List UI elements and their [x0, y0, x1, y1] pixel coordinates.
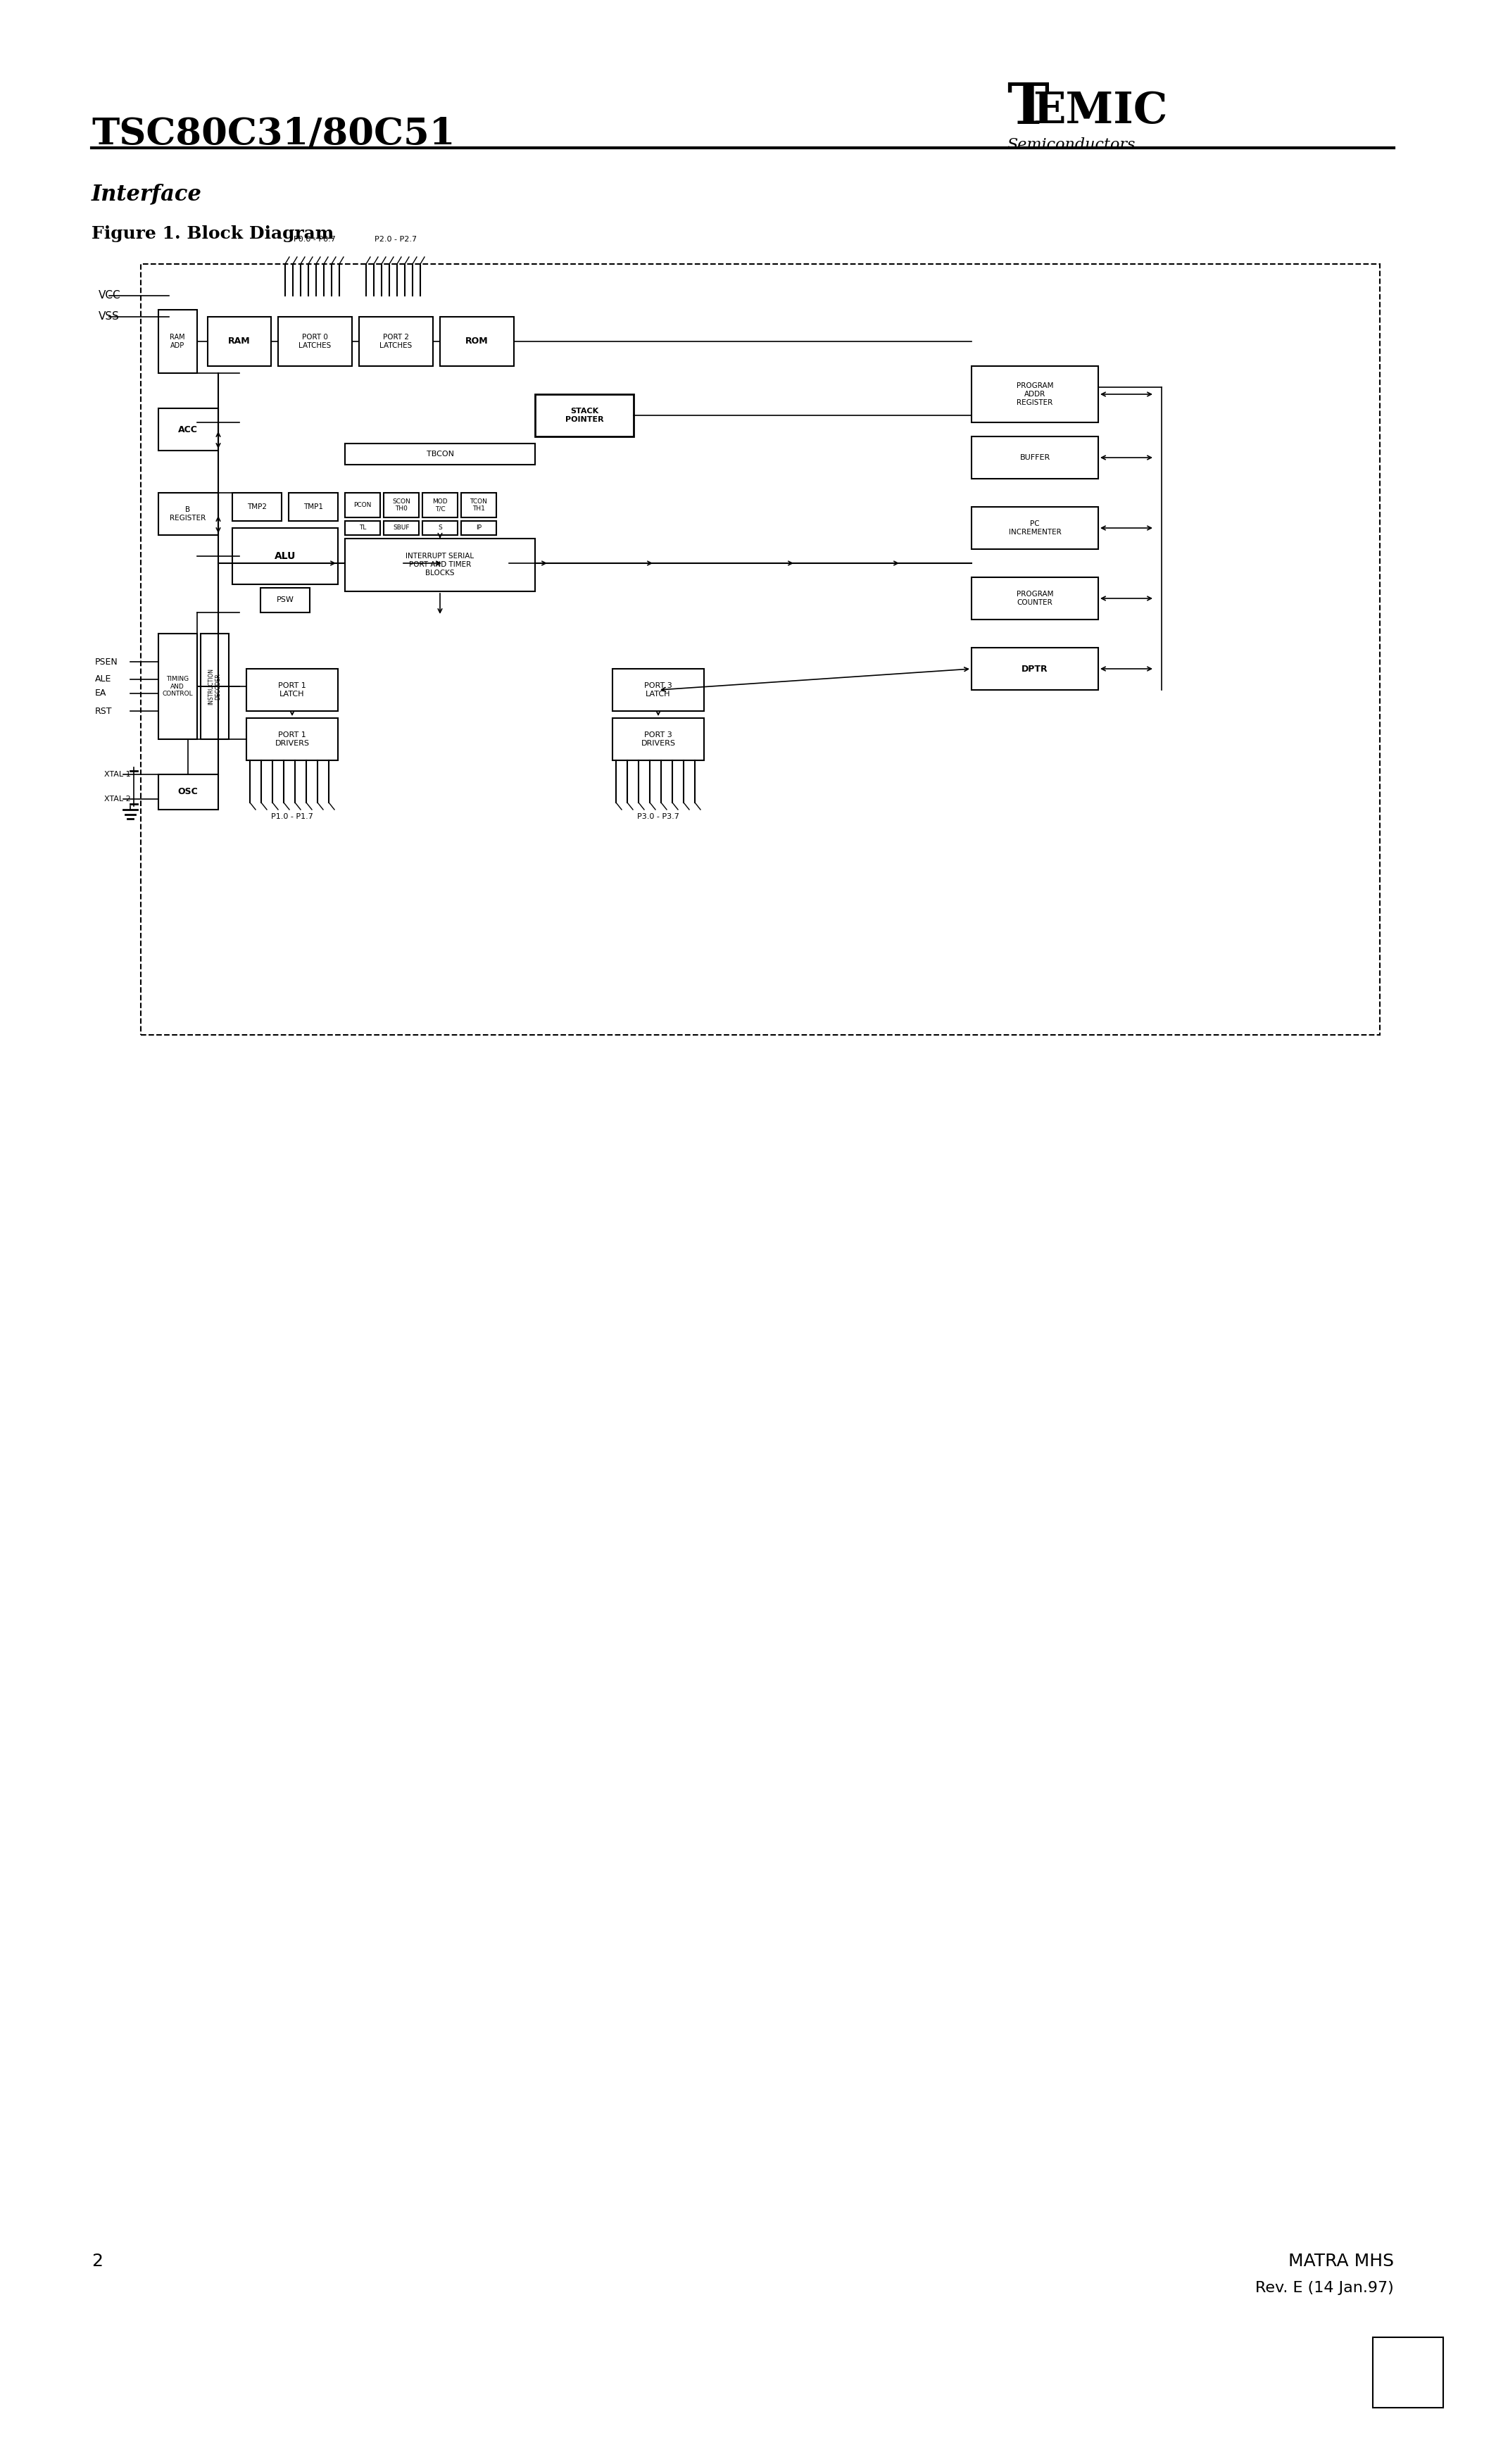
Text: P1.0 - P1.7: P1.0 - P1.7: [271, 813, 313, 821]
Text: 2: 2: [91, 2252, 103, 2269]
Bar: [141, 264, 1379, 1035]
Bar: [536, 394, 634, 436]
Bar: [422, 520, 458, 535]
Bar: [247, 668, 338, 712]
Text: B
REGISTER: B REGISTER: [171, 505, 206, 522]
Text: PCON: PCON: [353, 503, 371, 508]
Text: P3.0 - P3.7: P3.0 - P3.7: [637, 813, 679, 821]
Text: XTAL 1: XTAL 1: [105, 771, 130, 779]
Bar: [346, 444, 536, 466]
Text: SBUF: SBUF: [393, 525, 410, 532]
Bar: [232, 493, 281, 520]
Text: PORT 2
LATCHES: PORT 2 LATCHES: [380, 333, 411, 350]
Text: RST: RST: [96, 707, 112, 715]
Text: MATRA MHS: MATRA MHS: [1288, 2252, 1394, 2269]
Text: VCC: VCC: [99, 291, 121, 301]
Bar: [383, 520, 419, 535]
Text: IP: IP: [476, 525, 482, 532]
Bar: [422, 493, 458, 517]
Text: TSC80C31/80C51: TSC80C31/80C51: [91, 116, 455, 153]
Bar: [971, 508, 1098, 549]
Text: VSS: VSS: [99, 310, 120, 323]
Bar: [383, 493, 419, 517]
Text: OSC: OSC: [178, 788, 197, 796]
Text: PROGRAM
COUNTER: PROGRAM COUNTER: [1016, 591, 1053, 606]
Text: ROM: ROM: [465, 338, 488, 345]
Bar: [278, 318, 352, 367]
Bar: [461, 520, 497, 535]
Text: INTERRUPT SERIAL
PORT AND TIMER
BLOCKS: INTERRUPT SERIAL PORT AND TIMER BLOCKS: [405, 552, 474, 577]
Bar: [260, 589, 310, 614]
Bar: [200, 633, 229, 739]
Text: Rev. E (14 Jan.97): Rev. E (14 Jan.97): [1255, 2282, 1394, 2294]
Text: TL: TL: [359, 525, 367, 532]
Bar: [159, 633, 197, 739]
Bar: [1373, 2338, 1444, 2407]
Bar: [346, 493, 380, 517]
Text: EA: EA: [96, 690, 106, 697]
Bar: [247, 717, 338, 761]
Bar: [232, 527, 338, 584]
Bar: [971, 367, 1098, 421]
Bar: [461, 493, 497, 517]
Text: PSEN: PSEN: [96, 658, 118, 665]
Text: PORT 1
DRIVERS: PORT 1 DRIVERS: [275, 732, 310, 747]
Text: S: S: [438, 525, 441, 532]
Text: TIMING
AND
CONTROL: TIMING AND CONTROL: [162, 675, 193, 697]
Bar: [440, 318, 515, 367]
Text: ALE: ALE: [96, 675, 112, 685]
Bar: [159, 409, 218, 451]
Text: BUFFER: BUFFER: [1020, 453, 1050, 461]
Bar: [971, 648, 1098, 690]
Bar: [971, 577, 1098, 618]
Bar: [346, 540, 536, 591]
Text: RAM
ADP: RAM ADP: [171, 333, 186, 350]
Text: T: T: [1007, 81, 1049, 136]
Bar: [346, 520, 380, 535]
Text: PC
INCREMENTER: PC INCREMENTER: [1008, 520, 1061, 535]
Text: TMP2: TMP2: [247, 503, 266, 510]
Bar: [159, 310, 197, 372]
Text: INSTRUCTION
DECODER: INSTRUCTION DECODER: [208, 668, 221, 705]
Text: Figure 1. Block Diagram: Figure 1. Block Diagram: [91, 224, 334, 241]
Text: PSW: PSW: [277, 596, 293, 604]
Text: P0.0 - P0.7: P0.0 - P0.7: [293, 237, 335, 244]
Text: P2.0 - P2.7: P2.0 - P2.7: [374, 237, 417, 244]
Text: ALU: ALU: [274, 552, 296, 562]
Bar: [208, 318, 271, 367]
Text: TCON
TH1: TCON TH1: [470, 498, 488, 513]
Bar: [612, 717, 705, 761]
Bar: [159, 493, 218, 535]
Text: TMP1: TMP1: [304, 503, 323, 510]
Bar: [289, 493, 338, 520]
Text: EMIC: EMIC: [1032, 91, 1167, 133]
Text: RAM: RAM: [229, 338, 250, 345]
Bar: [159, 774, 218, 811]
Text: DPTR: DPTR: [1022, 665, 1049, 673]
Text: XTAL 2: XTAL 2: [105, 796, 130, 803]
Text: Semiconductors: Semiconductors: [1007, 138, 1135, 153]
Text: PORT 0
LATCHES: PORT 0 LATCHES: [298, 333, 331, 350]
Bar: [971, 436, 1098, 478]
Text: Interface: Interface: [91, 182, 202, 205]
Text: MOD
T/C: MOD T/C: [432, 498, 447, 513]
Bar: [359, 318, 432, 367]
Text: STACK
POINTER: STACK POINTER: [565, 407, 603, 424]
Text: TBCON: TBCON: [426, 451, 453, 458]
Bar: [612, 668, 705, 712]
Text: SCON
TH0: SCON TH0: [392, 498, 410, 513]
Text: ACC: ACC: [178, 424, 197, 434]
Text: PORT 1
LATCH: PORT 1 LATCH: [278, 683, 307, 697]
Text: PROGRAM
ADDR
REGISTER: PROGRAM ADDR REGISTER: [1016, 382, 1053, 407]
Text: PORT 3
DRIVERS: PORT 3 DRIVERS: [640, 732, 676, 747]
Text: PORT 3
LATCH: PORT 3 LATCH: [645, 683, 672, 697]
